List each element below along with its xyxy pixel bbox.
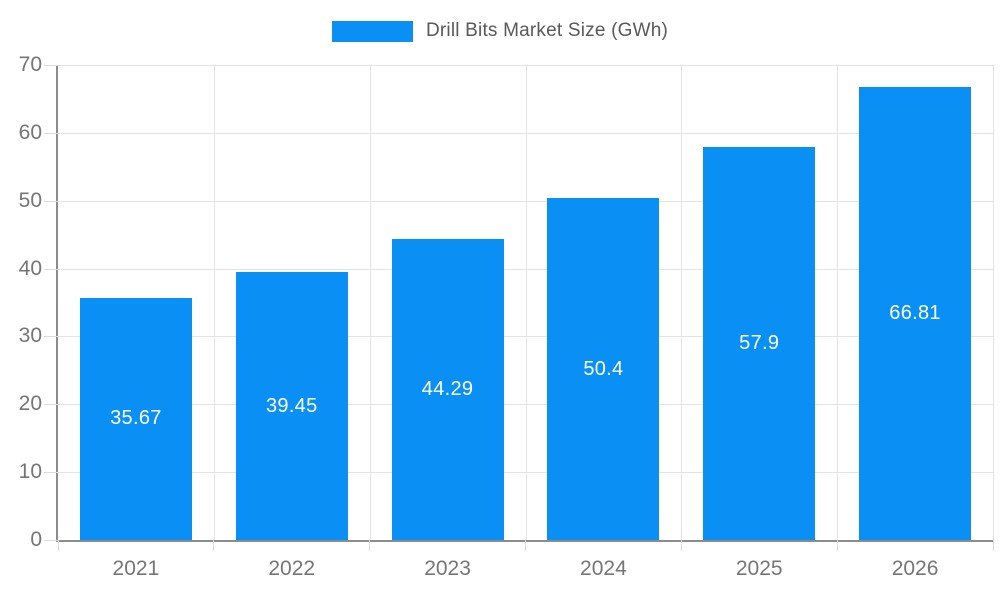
y-axis-tick [44,200,58,202]
y-axis-tick [44,540,58,541]
x-axis-tick [57,540,59,551]
chart-legend[interactable]: Drill Bits Market Size (GWh) [0,20,1000,42]
y-axis-tick [44,65,58,66]
bar-2025[interactable]: 57.9 [703,147,816,540]
y-axis-tick [44,404,58,406]
bar-2021[interactable]: 35.67 [79,297,192,540]
y-tick-label: 0 [30,528,42,551]
y-axis-tick [44,472,58,474]
x-gridline [993,65,994,540]
plot-area: 0 10 20 30 40 50 60 70 35.67 2021 39.45 2022 44.29 20… [19,53,994,580]
bar-2022[interactable]: 39.45 [235,272,348,540]
x-axis-tick [992,540,994,551]
bar-2024[interactable]: 50.4 [547,198,660,540]
legend-label: Drill Bits Market Size (GWh) [425,20,669,41]
x-axis-tick [213,540,215,551]
x-gridline [369,65,371,540]
y-axis-tick [44,132,58,134]
x-gridline [681,65,683,540]
x-tick-label: 2023 [424,557,471,580]
bar-value-label: 57.9 [739,332,780,355]
legend-swatch-icon [331,20,413,42]
x-tick-label: 2024 [580,557,627,580]
x-axis-tick [836,540,838,551]
x-tick-label: 2026 [891,557,939,580]
x-tick-label: 2022 [268,557,316,580]
x-axis-tick [680,540,682,551]
y-axis-tick [44,336,58,338]
bar-2026[interactable]: 66.81 [859,86,972,540]
x-axis-tick [369,540,371,551]
x-axis-tick [525,540,526,551]
y-tick-label: 60 [18,120,42,144]
bar-value-label: 39.45 [265,394,318,417]
x-axis-line [56,540,993,542]
x-tick-label: 2025 [735,557,783,580]
x-gridline [837,65,839,540]
bar-value-label: 44.29 [421,378,474,401]
bar-value-label: 66.81 [889,301,941,324]
bar-value-label: 50.4 [583,357,624,380]
bar-2023[interactable]: 44.29 [391,239,504,540]
x-tick-label: 2021 [112,557,160,580]
x-gridline [525,65,527,540]
y-tick-label: 40 [18,256,42,280]
y-axis-line [56,65,58,540]
y-tick-label: 50 [18,188,42,212]
y-axis-tick [44,268,58,270]
y-tick-label: 10 [18,460,42,484]
x-gridline [213,65,215,540]
y-tick-label: 70 [18,53,42,76]
bar-value-label: 35.67 [110,407,162,430]
y-tick-label: 30 [18,324,42,348]
y-tick-label: 20 [18,392,42,416]
